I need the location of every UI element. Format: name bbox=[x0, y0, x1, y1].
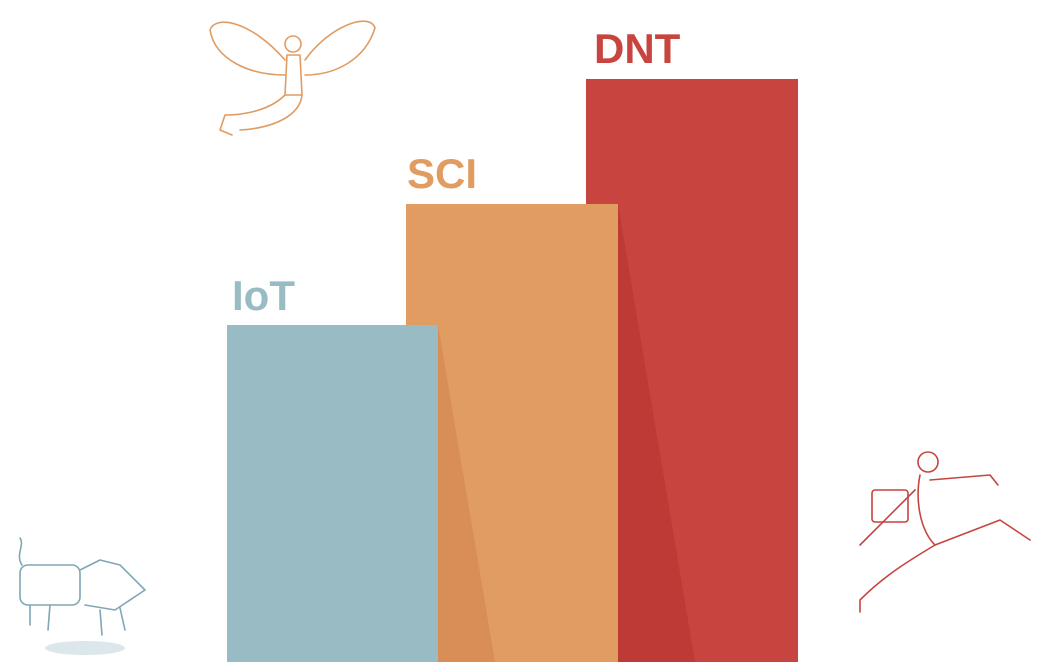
running-figure bbox=[860, 452, 1030, 612]
dnt-label: DNT bbox=[594, 25, 681, 72]
iot-label: IoT bbox=[232, 272, 295, 319]
robot-dog bbox=[19, 538, 145, 655]
sci-label: SCI bbox=[407, 150, 477, 197]
iot-bar bbox=[227, 325, 438, 662]
page: IoT SCI DNT (() => { const data = JSON.p… bbox=[0, 0, 1040, 662]
winged-figure bbox=[210, 21, 375, 135]
illustration: IoT SCI DNT bbox=[0, 0, 1040, 662]
